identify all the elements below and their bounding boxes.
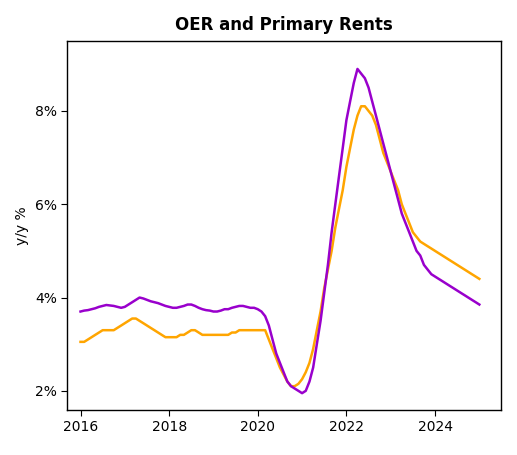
Title: OER and Primary Rents: OER and Primary Rents bbox=[175, 16, 393, 34]
Y-axis label: y/y %: y/y % bbox=[15, 206, 29, 244]
